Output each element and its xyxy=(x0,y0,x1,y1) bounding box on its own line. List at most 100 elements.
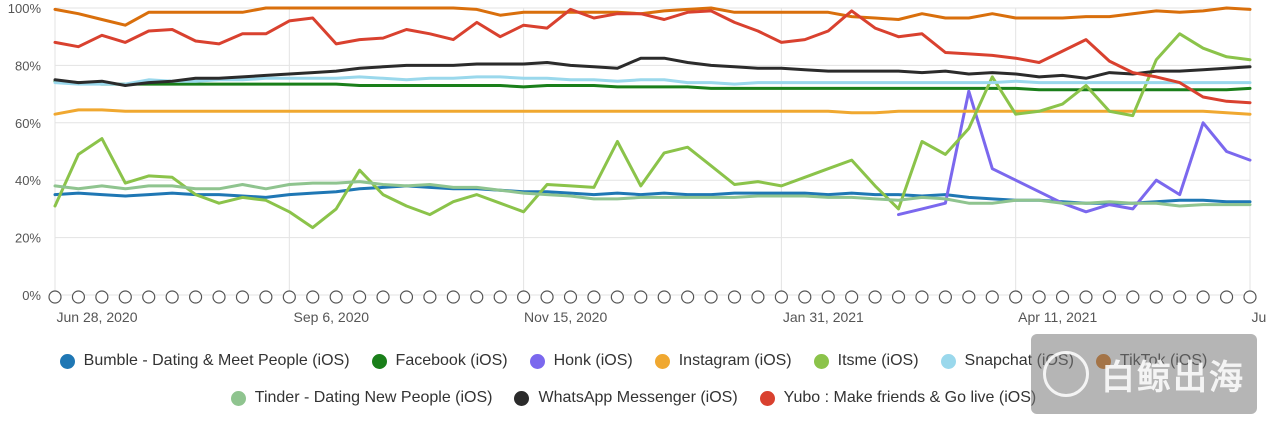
legend-label: Honk (iOS) xyxy=(553,352,633,369)
watermark-text: 白鲸出海 xyxy=(1101,357,1245,398)
series-line-whatsapp-messenger-ios xyxy=(53,56,1252,87)
annotation-marker-icon xyxy=(423,290,437,304)
annotation-marker-icon xyxy=(259,290,273,304)
annotation-marker-icon xyxy=(470,290,484,304)
annotation-marker-icon xyxy=(517,290,531,304)
legend-swatch-icon xyxy=(59,353,75,369)
annotation-marker-icon xyxy=(1102,290,1117,304)
annotation-marker-icon xyxy=(376,290,390,304)
x-tick-label: Apr 11, 2021 xyxy=(1018,309,1097,325)
annotation-marker-icon xyxy=(212,290,226,304)
y-tick-label: 20% xyxy=(15,231,41,246)
y-tick-label: 100% xyxy=(8,1,42,16)
annotation-marker-icon xyxy=(118,290,132,304)
annotation-marker-icon xyxy=(891,290,906,304)
legend-label: WhatsApp Messenger (iOS) xyxy=(538,389,738,406)
annotation-marker-icon xyxy=(938,290,952,304)
y-tick-label: 60% xyxy=(15,116,41,131)
annotation-marker-icon xyxy=(727,290,742,304)
legend-label: Facebook (iOS) xyxy=(395,352,508,369)
series-line-instagram-ios xyxy=(53,108,1252,116)
annotation-marker-icon xyxy=(235,290,250,304)
legend-swatch-icon xyxy=(529,353,545,369)
annotation-marker-icon xyxy=(915,290,929,304)
annotation-marker-icon xyxy=(71,290,86,304)
annotation-marker-icon xyxy=(540,290,554,304)
annotation-marker-icon xyxy=(353,290,367,304)
series-line-yubo-make-friends-go-live-ios xyxy=(53,7,1252,105)
annotation-marker-icon xyxy=(282,290,296,304)
annotation-marker-icon xyxy=(1173,290,1187,304)
annotation-marker-icon xyxy=(329,290,343,304)
annotation-marker-icon xyxy=(681,290,695,304)
legend-label: Tinder - Dating New People (iOS) xyxy=(254,389,493,406)
annotation-marker-icon xyxy=(1196,290,1210,304)
annotation-marker-icon xyxy=(48,290,62,304)
legend-item[interactable]: Yubo : Make friends & Go live (iOS) xyxy=(759,389,1037,407)
annotation-marker-icon xyxy=(868,290,882,304)
annotation-marker-icon xyxy=(142,290,156,304)
annotation-marker-icon xyxy=(399,290,414,304)
annotation-marker-icon xyxy=(1032,290,1046,304)
annotation-marker-icon xyxy=(446,290,460,304)
legend-label: Yubo : Make friends & Go live (iOS) xyxy=(783,389,1037,406)
annotation-marker-icon xyxy=(165,290,179,304)
annotation-marker-icon xyxy=(634,290,648,304)
annotation-marker-icon xyxy=(821,290,835,304)
annotation-marker-icon xyxy=(610,290,624,304)
annotation-marker-icon xyxy=(563,290,578,304)
annotation-marker-icon xyxy=(1219,290,1234,304)
x-tick-label: Sep 6, 2020 xyxy=(294,309,370,325)
legend-swatch-icon xyxy=(514,390,530,406)
watermark-logo-icon xyxy=(1043,351,1089,397)
legend-label: Itsme (iOS) xyxy=(837,352,919,369)
y-tick-label: 80% xyxy=(15,58,41,73)
watermark: 白鲸出海 xyxy=(1031,334,1257,414)
annotation-marker-icon xyxy=(95,290,109,304)
legend-swatch-icon xyxy=(230,390,246,406)
annotation-marker-icon xyxy=(1126,290,1140,304)
y-tick-label: 0% xyxy=(22,288,41,303)
annotation-marker-icon xyxy=(798,290,812,304)
legend-item[interactable]: Instagram (iOS) xyxy=(654,352,792,370)
legend-swatch-icon xyxy=(371,353,387,369)
annotation-marker-icon xyxy=(1149,290,1163,304)
legend-item[interactable]: Bumble - Dating & Meet People (iOS) xyxy=(59,352,350,370)
legend-item[interactable]: WhatsApp Messenger (iOS) xyxy=(514,389,738,407)
series-line-snapchat-ios xyxy=(53,75,1252,86)
annotation-marker-icon xyxy=(1055,290,1070,304)
series-line-tiktok-ios xyxy=(53,6,1252,27)
annotation-marker-icon xyxy=(1243,290,1257,304)
annotation-marker-icon xyxy=(1009,290,1023,304)
annotation-marker-icon xyxy=(493,290,507,304)
annotation-marker-icon xyxy=(657,290,671,304)
series-line-honk-ios xyxy=(897,89,1252,217)
legend-swatch-icon xyxy=(813,353,829,369)
legend-label: Bumble - Dating & Meet People (iOS) xyxy=(83,352,350,369)
annotation-marker-icon xyxy=(751,290,765,304)
legend-swatch-icon xyxy=(654,353,670,369)
legend-swatch-icon xyxy=(759,390,775,406)
series-line-itsme-ios xyxy=(53,32,1252,230)
line-chart: 0% 20% 40% 60% 80% 100% Jun 28, 2020 Sep 6, 202… xyxy=(8,1,1267,325)
legend-swatch-icon xyxy=(940,353,956,369)
legend-item[interactable]: Honk (iOS) xyxy=(529,352,633,370)
annotation-marker-icon xyxy=(1079,290,1093,304)
annotation-marker-icon xyxy=(985,290,999,304)
annotation-marker-icon xyxy=(704,290,718,304)
x-tick-label: Jun 28, 2020 xyxy=(57,309,138,325)
legend-label: Instagram (iOS) xyxy=(678,352,792,369)
x-tick-label: Jan 31, 2021 xyxy=(783,309,864,325)
annotation-marker-icon xyxy=(774,290,788,304)
annotation-marker-icon xyxy=(188,290,203,304)
legend-item[interactable]: Tinder - Dating New People (iOS) xyxy=(230,389,493,407)
legend-item[interactable]: Facebook (iOS) xyxy=(371,352,508,370)
legend-row-2: Tinder - Dating New People (iOS) WhatsApp… xyxy=(0,389,1267,407)
annotation-marker-icon xyxy=(587,290,601,304)
legend-item[interactable]: Itsme (iOS) xyxy=(813,352,919,370)
y-tick-label: 40% xyxy=(15,173,41,188)
annotation-marker-icon xyxy=(845,290,859,304)
annotation-marker-icon xyxy=(962,290,976,304)
series-line-facebook-ios xyxy=(53,79,1252,92)
annotation-marker-icon xyxy=(306,290,320,304)
